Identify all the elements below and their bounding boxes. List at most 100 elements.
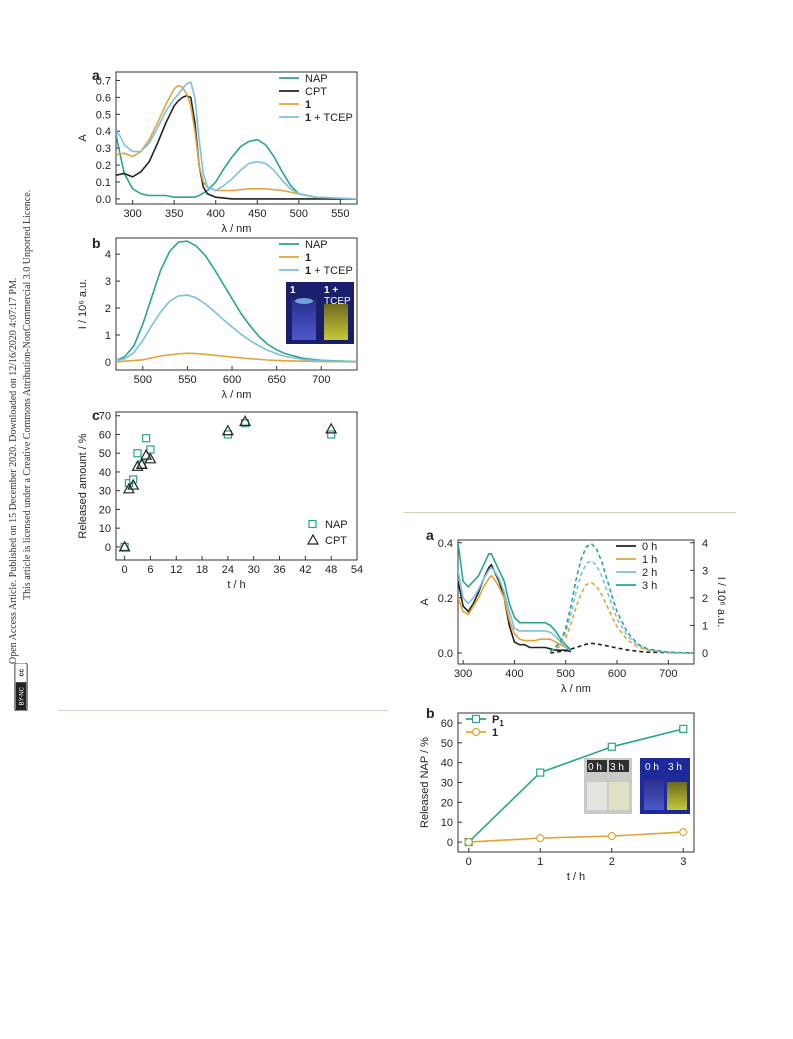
data-point <box>325 422 338 434</box>
x-tick-label: 400 <box>505 668 523 680</box>
x-tick-label: 400 <box>207 208 225 220</box>
x-tick-label: 36 <box>273 564 285 576</box>
legend-label: 1 <box>305 99 311 111</box>
y-tick-label: 2 <box>105 303 111 315</box>
series-line-0 <box>468 728 684 843</box>
series-line-1 <box>468 831 684 843</box>
legend-label: 1 + TCEP <box>305 265 353 277</box>
series-line-1 <box>458 574 572 651</box>
inset-label: 0 h <box>588 762 602 773</box>
y-tick-label: 40 <box>441 758 453 770</box>
data-point <box>607 832 616 841</box>
y2-tick-label: 4 <box>702 538 708 550</box>
y-tick-label: 50 <box>441 738 453 750</box>
plot-frame <box>457 539 695 665</box>
y-tick-label: 0.1 <box>96 177 111 189</box>
y-tick-label: 30 <box>99 486 111 498</box>
inset-label: TCEP <box>324 296 351 307</box>
legend-marker <box>308 519 317 529</box>
data-point <box>140 448 153 460</box>
data-point <box>536 768 545 777</box>
x-axis-label: t / h <box>567 871 585 883</box>
inset-label: 0 h <box>645 762 659 773</box>
panel-label: b <box>426 705 435 721</box>
data-point <box>133 449 142 458</box>
x-tick-label: 700 <box>312 374 330 386</box>
y-tick-label: 0.2 <box>96 160 111 172</box>
inset-label: 3 h <box>668 762 682 773</box>
plot-area <box>116 81 357 200</box>
x-axis-label: λ / nm <box>561 683 591 695</box>
cc-license-badge[interactable]: cc BY-NC <box>8 663 34 711</box>
y-tick-label: 0.5 <box>96 109 111 121</box>
legend-label: CPT <box>305 86 327 98</box>
x-tick-label: 54 <box>351 564 363 576</box>
legend-label: NAP <box>325 519 348 531</box>
data-point <box>464 837 473 847</box>
y2-tick-label: 0 <box>702 648 708 660</box>
x-tick-label: 500 <box>290 208 308 220</box>
data-point <box>118 540 131 552</box>
vial-glow <box>295 298 313 304</box>
x-tick-label: 18 <box>196 564 208 576</box>
y-tick-label: 0.0 <box>96 194 111 206</box>
column-rule-right <box>404 512 736 513</box>
y-tick-label: 4 <box>105 249 111 261</box>
series-line-0 <box>116 134 357 200</box>
y-tick-label: 20 <box>441 797 453 809</box>
y-tick-label: 60 <box>441 718 453 730</box>
inset-label: 1 + <box>324 285 338 296</box>
data-point <box>144 452 157 464</box>
series-line-4 <box>550 642 694 654</box>
vial-blue <box>644 780 664 810</box>
series-line-1 <box>116 352 357 363</box>
license-sidebar: Open Access Article. Published on 15 Dec… <box>0 0 50 1039</box>
legend-label: 1 h <box>642 554 657 566</box>
inset-label: 1 <box>290 285 296 296</box>
data-point <box>146 445 155 454</box>
x-tick-label: 650 <box>267 374 285 386</box>
y2-tick-label: 1 <box>702 620 708 632</box>
vial-cap <box>609 760 629 772</box>
series-line-3 <box>458 542 572 651</box>
x-tick-label: 12 <box>170 564 182 576</box>
plot-frame <box>115 237 358 371</box>
x-tick-label: 30 <box>248 564 260 576</box>
legend-label: 2 h <box>642 567 657 579</box>
x-axis-label: λ / nm <box>222 389 252 401</box>
y-tick-label: 3 <box>105 276 111 288</box>
y-tick-label: 30 <box>441 778 453 790</box>
x-tick-label: 42 <box>299 564 311 576</box>
y-tick-label: 0.4 <box>438 538 453 550</box>
legend-marker <box>471 727 481 737</box>
y-tick-label: 10 <box>99 523 111 535</box>
legend-label: P1 <box>492 714 504 728</box>
chart-a-left: a 300 350 400 450 500 550 0.0 0.1 0.2 0.3 0.4 0.5 0.6… <box>77 67 358 235</box>
x-axis-label: t / h <box>227 579 245 591</box>
series-line-5 <box>549 581 694 654</box>
vial-cap <box>587 760 607 772</box>
y-tick-label: 50 <box>99 448 111 460</box>
x-tick-label: 500 <box>557 668 575 680</box>
x-tick-label: 700 <box>659 668 677 680</box>
x-tick-label: 300 <box>454 668 472 680</box>
series-line-0 <box>116 240 357 363</box>
data-point <box>607 742 616 751</box>
data-point <box>221 424 234 436</box>
series-line-3 <box>116 81 357 200</box>
y-tick-label: 0 <box>447 837 453 849</box>
chart-b-left: b 500 550 600 650 700 0 1 2 3 4 λ / nm I / 10⁶ a.u. N… <box>77 235 358 401</box>
y-tick-label: 20 <box>99 504 111 516</box>
series-line-2 <box>116 84 357 200</box>
x-tick-label: 550 <box>178 374 196 386</box>
chart-c-left: c 0 6 12 18 24 30 36 42 48 54 0 10 20 30 40 50 60 70 t / h R… <box>77 407 363 591</box>
legend-label: NAP <box>305 73 328 85</box>
x-axis-label: λ / nm <box>222 223 252 235</box>
x-tick-label: 48 <box>325 564 337 576</box>
y-tick-label: 0 <box>105 357 111 369</box>
data-point <box>135 458 148 470</box>
y-axis-label: Released amount / % <box>77 433 89 538</box>
x-tick-label: 1 <box>537 856 543 868</box>
legend-label: 0 h <box>642 541 657 553</box>
